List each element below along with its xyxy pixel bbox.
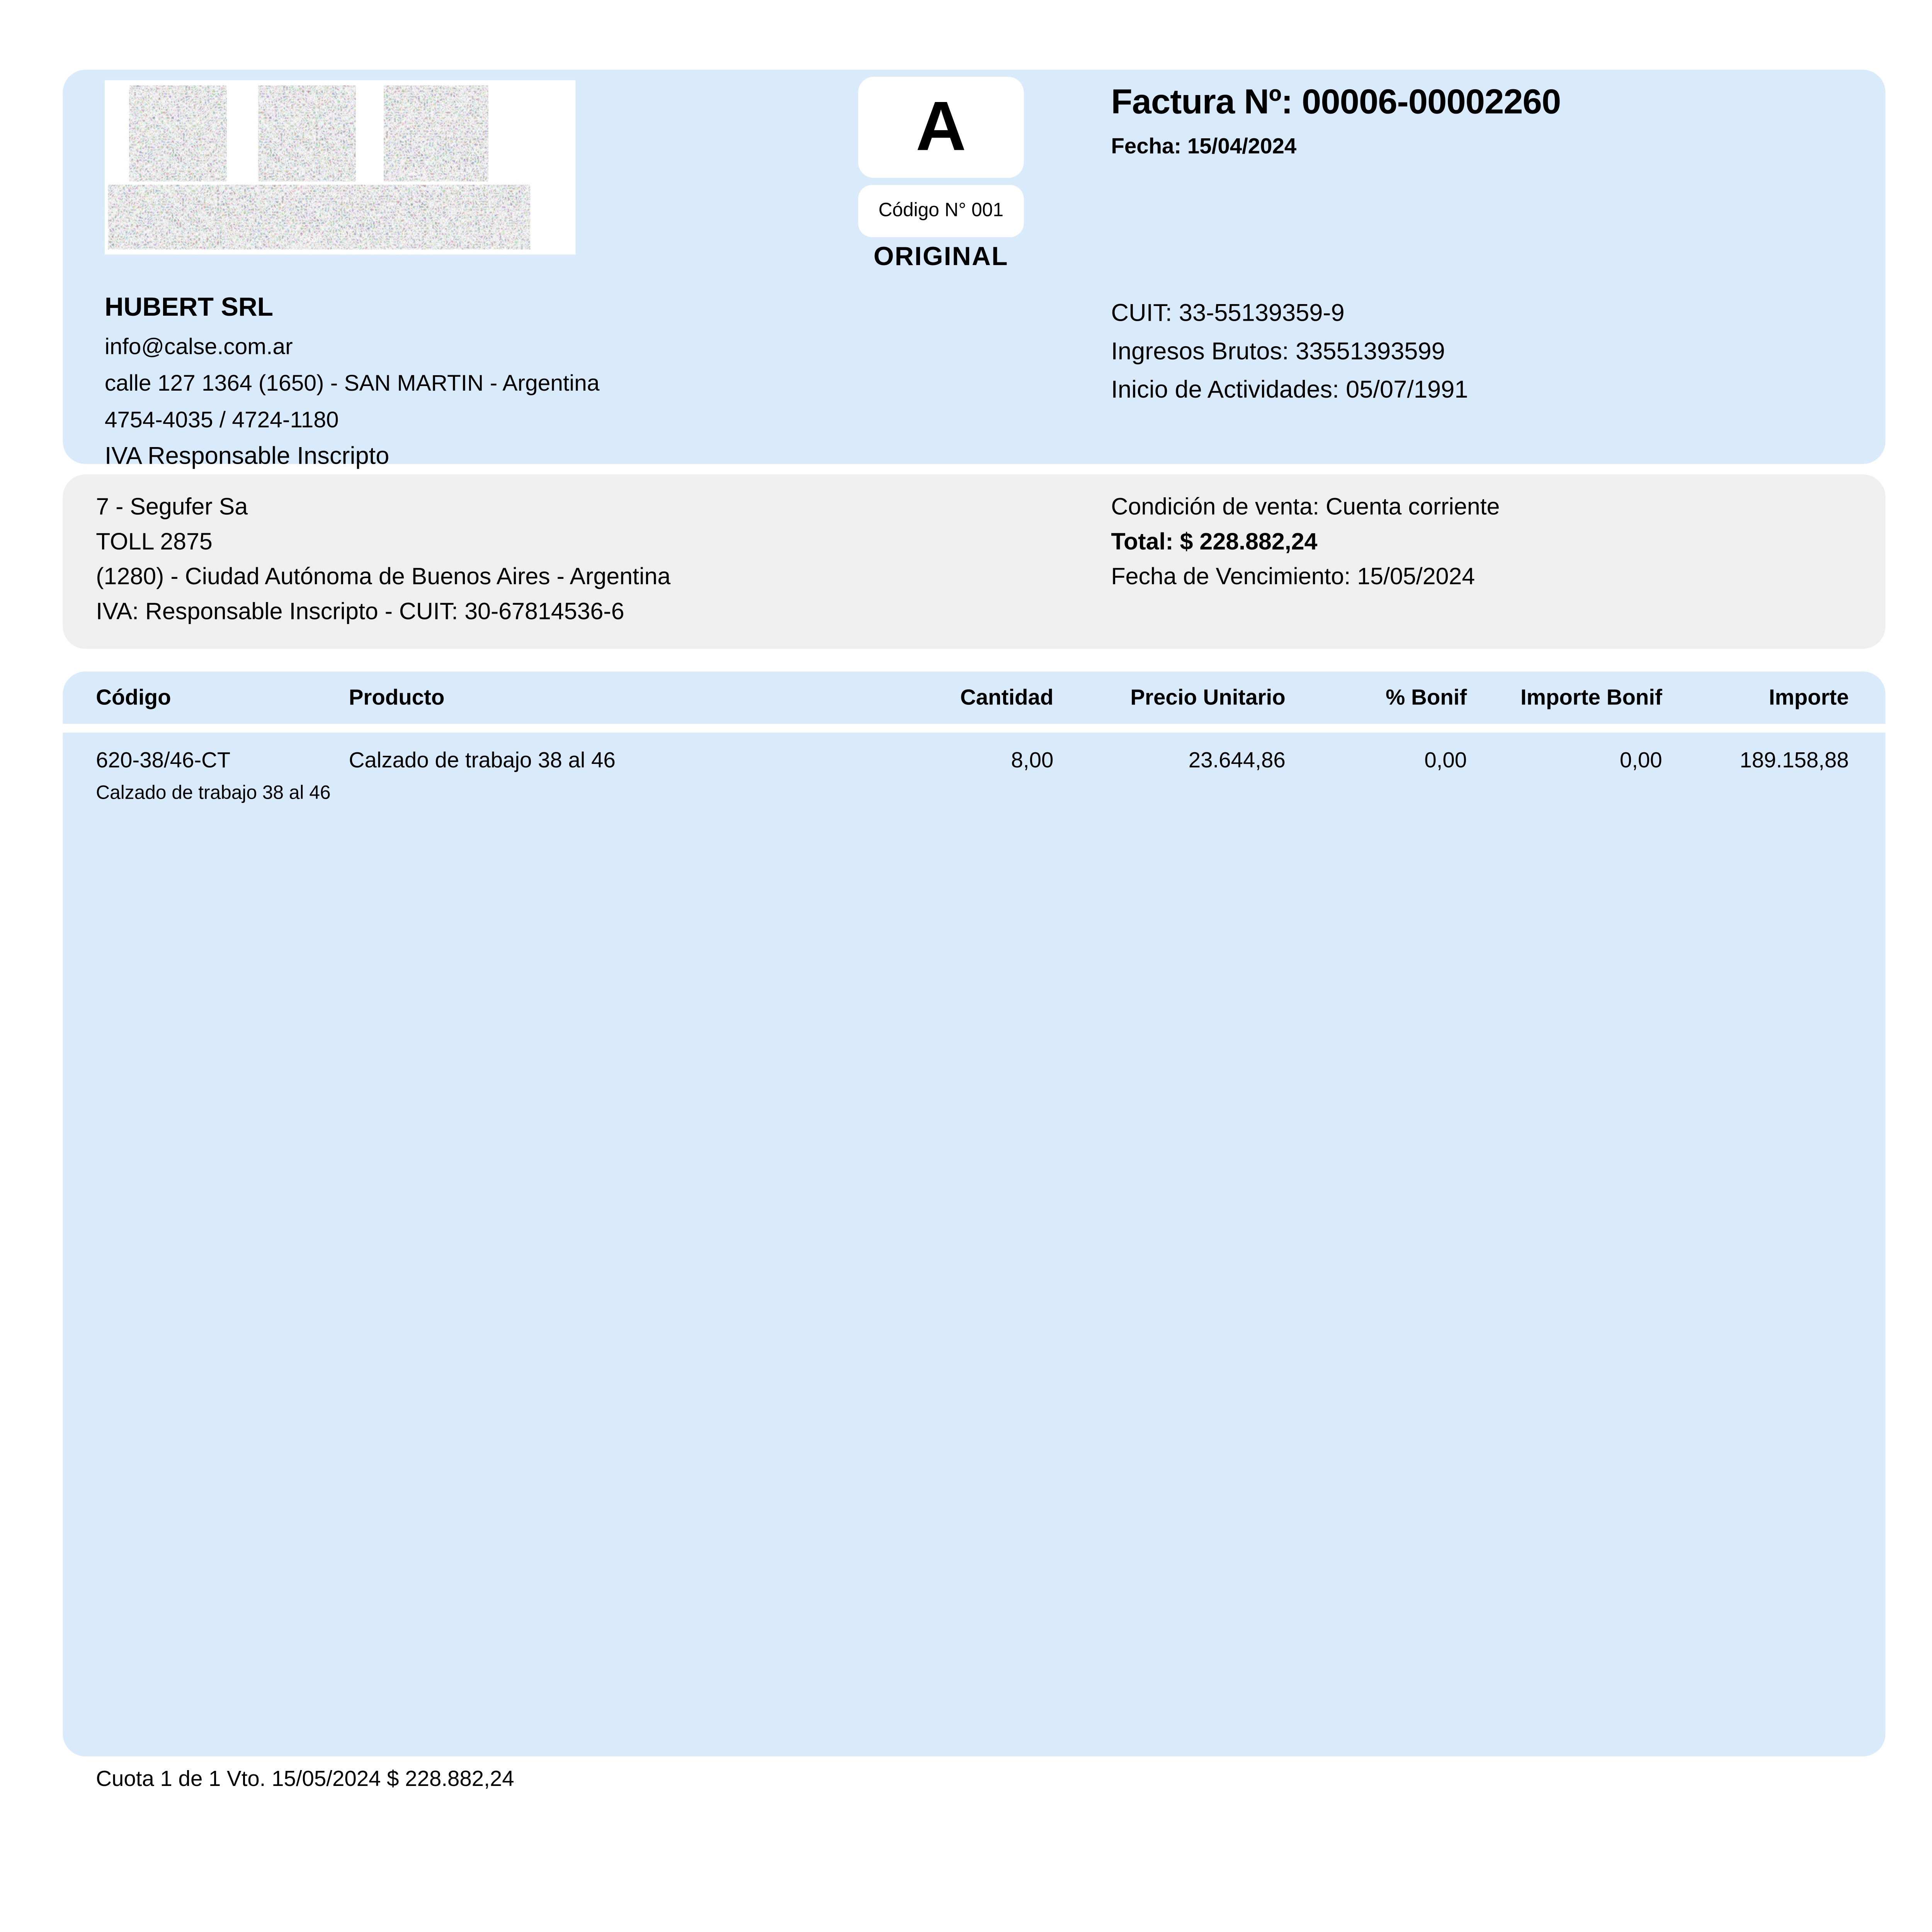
company-logo xyxy=(104,80,576,255)
customer-city: (1280) - Ciudad Autónoma de Buenos Aires… xyxy=(96,563,671,590)
seller-tax-info: CUIT: 33-55139359-9 Ingresos Brutos: 335… xyxy=(1111,293,1468,408)
copy-label: ORIGINAL xyxy=(873,242,1009,272)
items-table-body: 620-38/46-CT Calzado de trabajo 38 al 46… xyxy=(63,732,1886,1757)
items-table-header: Código Producto Cantidad Precio Unitario… xyxy=(63,671,1886,724)
customer-panel: 7 - Segufer Sa TOLL 2875 (1280) - Ciudad… xyxy=(63,474,1886,649)
item-amount: 189.158,88 xyxy=(1740,748,1849,773)
customer-due-date: Fecha de Vencimiento: 15/05/2024 xyxy=(1111,563,1475,590)
item-unit-price: 23.644,86 xyxy=(1188,748,1286,773)
col-header-importe: Importe xyxy=(1769,685,1849,710)
header-panel: A Código N° 001 ORIGINAL Factura Nº: 000… xyxy=(63,70,1886,469)
seller-gross-income: Ingresos Brutos: 33551393599 xyxy=(1111,337,1445,365)
customer-info: 7 - Segufer Sa TOLL 2875 (1280) - Ciudad… xyxy=(96,490,670,629)
invoice-type-code: Código N° 001 xyxy=(858,185,1024,237)
sale-condition: Condición de venta: Cuenta corriente xyxy=(1111,493,1500,520)
invoice-number: Factura Nº: 00006-00002260 xyxy=(1111,83,1561,122)
customer-iva-cuit: IVA: Responsable Inscripto - CUIT: 30-67… xyxy=(96,598,624,624)
customer-total: Total: $ 228.882,24 xyxy=(1111,528,1318,555)
item-description: Calzado de trabajo 38 al 46 xyxy=(96,783,331,804)
item-bonif-pct: 0,00 xyxy=(1424,748,1467,773)
seller-name: HUBERT SRL xyxy=(104,293,274,323)
seller-cuit: CUIT: 33-55139359-9 xyxy=(1111,298,1345,327)
customer-name: 7 - Segufer Sa xyxy=(96,493,248,520)
installment-line: Cuota 1 de 1 Vto. 15/05/2024 $ 228.882,2… xyxy=(96,1767,514,1791)
seller-iva-condition: IVA Responsable Inscripto xyxy=(104,441,389,469)
col-header-importe-bonif: Importe Bonif xyxy=(1520,685,1662,710)
seller-email: info@calse.com.ar xyxy=(104,333,293,359)
item-code: 620-38/46-CT xyxy=(96,748,231,773)
col-header-codigo: Código xyxy=(96,685,171,710)
item-product: Calzado de trabajo 38 al 46 xyxy=(349,748,616,773)
invoice-date: Fecha: 15/04/2024 xyxy=(1111,134,1297,159)
seller-activity-start: Inicio de Actividades: 05/07/1991 xyxy=(1111,375,1468,403)
col-header-pct-bonif: % Bonif xyxy=(1386,685,1467,710)
col-header-producto: Producto xyxy=(349,685,445,710)
col-header-cantidad: Cantidad xyxy=(960,685,1054,710)
seller-info: HUBERT SRL info@calse.com.ar calle 127 1… xyxy=(105,289,1082,474)
sale-conditions: Condición de venta: Cuenta corriente Tot… xyxy=(1111,490,1500,595)
seller-address: calle 127 1364 (1650) - SAN MARTIN - Arg… xyxy=(104,369,600,396)
col-header-precio: Precio Unitario xyxy=(1130,685,1286,710)
item-bonif-amount: 0,00 xyxy=(1619,748,1662,773)
seller-phone: 4754-4035 / 4724-1180 xyxy=(104,406,339,433)
customer-street: TOLL 2875 xyxy=(96,528,213,555)
item-qty: 8,00 xyxy=(1011,748,1054,773)
invoice-type-letter: A xyxy=(858,77,1024,178)
